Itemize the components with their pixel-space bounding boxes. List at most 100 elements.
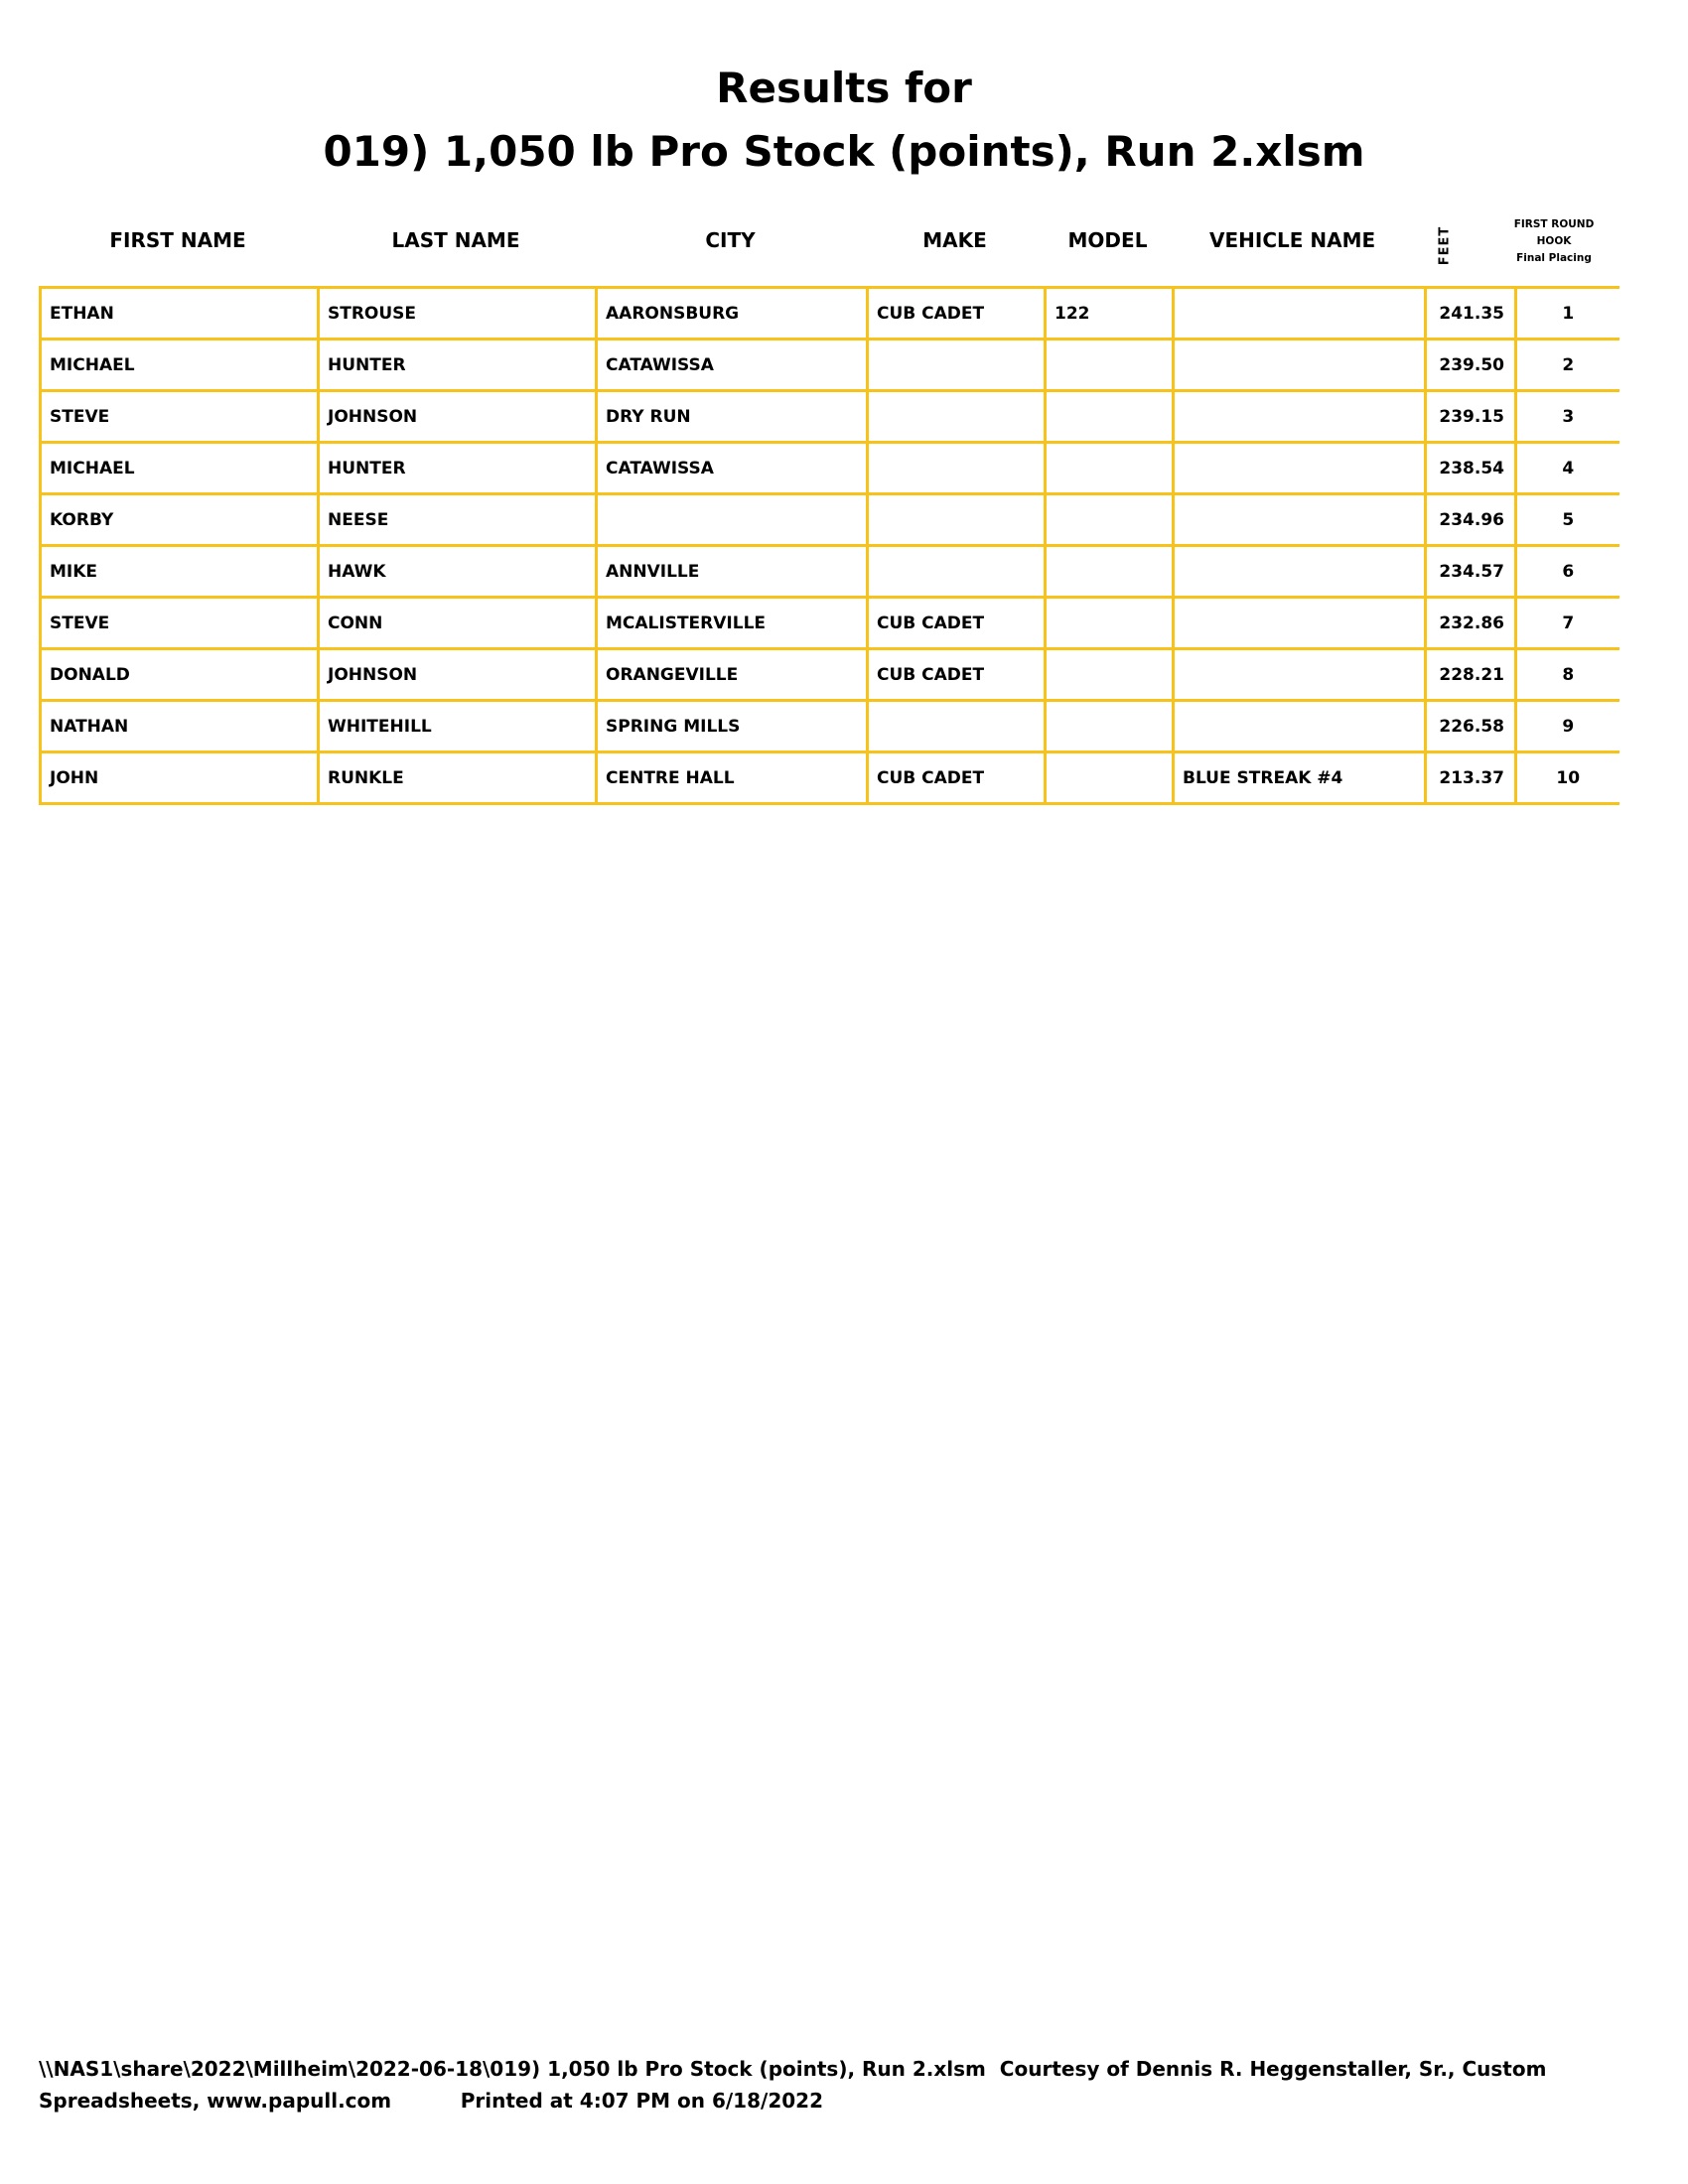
cell-city: ORANGEVILLE — [595, 647, 868, 702]
header-model: MODEL — [1067, 228, 1148, 252]
cell-feet: 232.86 — [1424, 596, 1516, 650]
header-city: CITY — [705, 228, 756, 252]
header-placing-line1: FIRST ROUND — [1513, 218, 1595, 230]
cell-last-name: JOHNSON — [317, 647, 597, 702]
cell-first-name: MICHAEL — [39, 338, 319, 392]
header-last-name: LAST NAME — [391, 228, 520, 252]
cell-last-name: HAWK — [317, 544, 597, 599]
cell-first-name: NATHAN — [39, 699, 319, 753]
cell-make — [866, 441, 1046, 495]
cell-city: SPRING MILLS — [595, 699, 868, 753]
title-line-1: Results for — [716, 64, 972, 112]
cell-city: ANNVILLE — [595, 544, 868, 599]
header-final-placing: FIRST ROUND HOOK Final Placing — [1502, 216, 1606, 267]
cell-model — [1044, 441, 1174, 495]
cell-make: CUB CADET — [866, 596, 1046, 650]
cell-make — [866, 699, 1046, 753]
footer-line-2: Spreadsheets, www.papull.com Printed at … — [39, 2089, 823, 2113]
header-placing-line2: HOOK — [1536, 235, 1572, 247]
cell-model — [1044, 389, 1174, 444]
cell-city: MCALISTERVILLE — [595, 596, 868, 650]
cell-make: CUB CADET — [866, 751, 1046, 805]
header-feet: FEET — [1437, 225, 1453, 266]
table-row: MIKE HAWK ANNVILLE 234.57 6 — [39, 544, 1619, 599]
cell-make — [866, 492, 1046, 547]
footer-line-1: \\NAS1\share\2022\Millheim\2022-06-18\01… — [39, 2057, 1547, 2081]
cell-vehicle-name — [1172, 389, 1426, 444]
results-table: ETHAN STROUSE AARONSBURG CUB CADET 122 241.35… — [39, 286, 1619, 805]
table-row: STEVE CONN MCALISTERVILLE CUB CADET 232.86 7 — [39, 596, 1619, 650]
cell-model: 122 — [1044, 286, 1174, 341]
cell-model — [1044, 338, 1174, 392]
cell-vehicle-name — [1172, 492, 1426, 547]
cell-model — [1044, 647, 1174, 702]
cell-final-placing: 1 — [1514, 286, 1619, 341]
cell-first-name: MICHAEL — [39, 441, 319, 495]
cell-final-placing: 10 — [1514, 751, 1619, 805]
cell-feet: 228.21 — [1424, 647, 1516, 702]
cell-vehicle-name — [1172, 338, 1426, 392]
table-row: NATHAN WHITEHILL SPRING MILLS 226.58 9 — [39, 699, 1619, 753]
cell-vehicle-name — [1172, 286, 1426, 341]
cell-vehicle-name — [1172, 441, 1426, 495]
cell-final-placing: 2 — [1514, 338, 1619, 392]
cell-last-name: JOHNSON — [317, 389, 597, 444]
cell-final-placing: 5 — [1514, 492, 1619, 547]
cell-first-name: ETHAN — [39, 286, 319, 341]
cell-make — [866, 544, 1046, 599]
cell-make — [866, 338, 1046, 392]
cell-first-name: JOHN — [39, 751, 319, 805]
cell-first-name: KORBY — [39, 492, 319, 547]
cell-feet: 239.50 — [1424, 338, 1516, 392]
title-line-2: 019) 1,050 lb Pro Stock (points), Run 2.… — [323, 127, 1365, 176]
cell-last-name: STROUSE — [317, 286, 597, 341]
cell-first-name: MIKE — [39, 544, 319, 599]
header-make: MAKE — [922, 228, 987, 252]
table-row: MICHAEL HUNTER CATAWISSA 239.50 2 — [39, 338, 1619, 392]
table-row: ETHAN STROUSE AARONSBURG CUB CADET 122 241.35… — [39, 286, 1619, 341]
header-first-name: FIRST NAME — [109, 228, 246, 252]
table-row: STEVE JOHNSON DRY RUN 239.15 3 — [39, 389, 1619, 444]
cell-model — [1044, 751, 1174, 805]
cell-feet: 213.37 — [1424, 751, 1516, 805]
cell-city: CATAWISSA — [595, 338, 868, 392]
cell-model — [1044, 699, 1174, 753]
cell-last-name: HUNTER — [317, 441, 597, 495]
cell-feet: 234.96 — [1424, 492, 1516, 547]
cell-model — [1044, 492, 1174, 547]
cell-city: CATAWISSA — [595, 441, 868, 495]
cell-first-name: STEVE — [39, 389, 319, 444]
cell-first-name: DONALD — [39, 647, 319, 702]
cell-make: CUB CADET — [866, 647, 1046, 702]
cell-final-placing: 8 — [1514, 647, 1619, 702]
cell-feet: 226.58 — [1424, 699, 1516, 753]
cell-last-name: RUNKLE — [317, 751, 597, 805]
cell-final-placing: 3 — [1514, 389, 1619, 444]
table-row: DONALD JOHNSON ORANGEVILLE CUB CADET 228.21 8 — [39, 647, 1619, 702]
cell-feet: 238.54 — [1424, 441, 1516, 495]
cell-vehicle-name — [1172, 596, 1426, 650]
cell-make: CUB CADET — [866, 286, 1046, 341]
cell-city — [595, 492, 868, 547]
cell-last-name: NEESE — [317, 492, 597, 547]
cell-city: CENTRE HALL — [595, 751, 868, 805]
cell-city: DRY RUN — [595, 389, 868, 444]
table-row: MICHAEL HUNTER CATAWISSA 238.54 4 — [39, 441, 1619, 495]
cell-last-name: HUNTER — [317, 338, 597, 392]
cell-feet: 239.15 — [1424, 389, 1516, 444]
cell-last-name: WHITEHILL — [317, 699, 597, 753]
cell-final-placing: 9 — [1514, 699, 1619, 753]
cell-vehicle-name — [1172, 647, 1426, 702]
table-row: JOHN RUNKLE CENTRE HALL CUB CADET BLUE STREA… — [39, 751, 1619, 805]
table-row: KORBY NEESE 234.96 5 — [39, 492, 1619, 547]
cell-make — [866, 389, 1046, 444]
cell-vehicle-name — [1172, 544, 1426, 599]
cell-model — [1044, 544, 1174, 599]
header-placing-line3: Final Placing — [1516, 252, 1592, 264]
cell-feet: 234.57 — [1424, 544, 1516, 599]
cell-vehicle-name — [1172, 699, 1426, 753]
cell-feet: 241.35 — [1424, 286, 1516, 341]
cell-final-placing: 6 — [1514, 544, 1619, 599]
cell-last-name: CONN — [317, 596, 597, 650]
header-vehicle-name: VEHICLE NAME — [1209, 228, 1376, 252]
